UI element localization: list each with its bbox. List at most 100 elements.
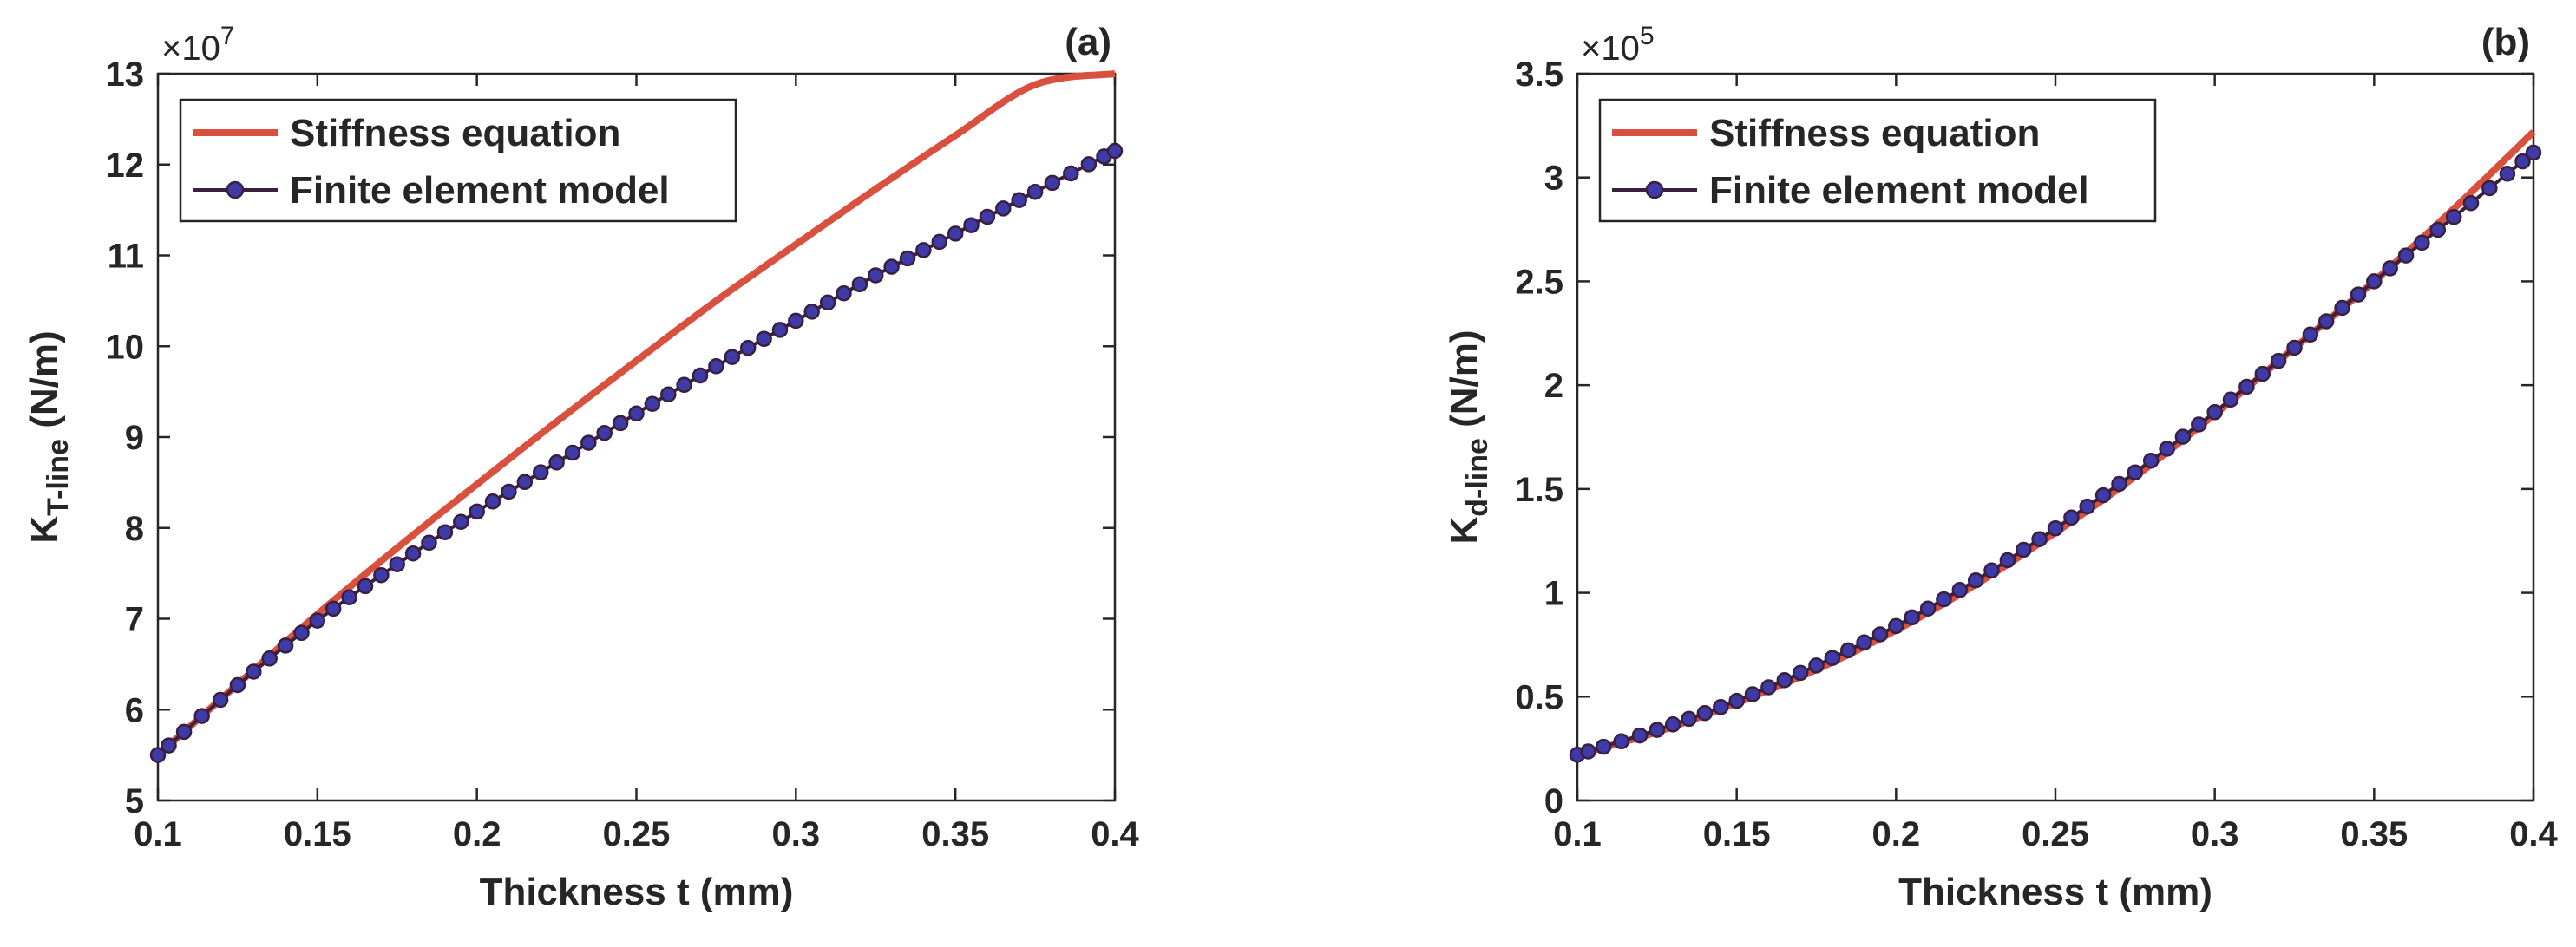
data-point	[851, 276, 868, 293]
y-tick-label: 12	[106, 147, 145, 185]
y-tick-label: 2	[1544, 367, 1563, 405]
data-point	[229, 676, 246, 694]
x-tick-label: 0.1	[134, 815, 182, 853]
data-point	[1664, 716, 1681, 733]
legend-entry-label: Finite element model	[1709, 169, 2089, 212]
data-point	[724, 349, 741, 365]
data-point	[1580, 743, 1596, 760]
data-point	[1681, 710, 1697, 728]
data-point	[788, 312, 804, 330]
x-axis-label: Thickness t (mm)	[480, 871, 794, 913]
data-point	[2079, 498, 2095, 515]
y-tick-label: 11	[108, 238, 144, 276]
y-exponent-label: ×107	[161, 22, 235, 68]
data-point	[1713, 699, 1729, 715]
data-point	[1951, 582, 1969, 598]
y-axis-label: Kd-line (N/m)	[1443, 330, 1494, 544]
data-point	[2350, 286, 2367, 303]
data-point	[1728, 692, 1745, 709]
data-point	[2366, 273, 2383, 290]
data-point	[1696, 704, 1714, 722]
data-point	[2222, 391, 2239, 408]
legend-swatch-marker	[226, 180, 245, 199]
y-exponent-power: 7	[220, 22, 235, 50]
data-point	[660, 386, 677, 402]
legend-entry-label: Stiffness equation	[290, 112, 620, 154]
data-point	[2286, 339, 2303, 356]
x-tick-label: 0.35	[2340, 815, 2408, 853]
data-point	[947, 225, 964, 242]
x-axis-label: Thickness t (mm)	[1898, 871, 2212, 913]
y-exponent-power: 5	[1640, 22, 1655, 50]
data-point	[293, 624, 310, 642]
data-point	[1792, 664, 1809, 682]
x-tick-label: 0.1	[1553, 815, 1602, 853]
legend: Stiffness equation Finite element model	[179, 98, 737, 223]
data-point	[277, 637, 294, 654]
data-point	[2525, 144, 2542, 161]
chart-panel-b: 0.1 0.15 0.2 0.25 0.3 0.35 0.4 0 0.5 1 1.5 2 2.5 3 3.5…	[1443, 21, 2559, 913]
legend-box	[179, 98, 737, 223]
data-point	[2270, 352, 2287, 369]
x-tick-label: 0.2	[1872, 815, 1921, 853]
data-point	[692, 367, 709, 384]
data-point	[739, 339, 757, 356]
data-point	[963, 217, 980, 233]
data-point	[2047, 520, 2064, 537]
panel-label: (b)	[2481, 21, 2530, 63]
data-point	[389, 556, 405, 572]
data-point	[404, 545, 422, 562]
y-tick-label: 3.5	[1515, 56, 1563, 94]
data-point	[2317, 313, 2335, 330]
data-point	[1824, 650, 1841, 666]
data-point	[931, 233, 948, 251]
data-point	[548, 454, 565, 471]
data-point	[708, 358, 724, 375]
data-point	[2445, 208, 2462, 225]
data-point	[2016, 541, 2032, 558]
data-point	[979, 208, 996, 225]
x-tick-label: 0.4	[1091, 815, 1139, 853]
data-point	[1936, 591, 1952, 608]
data-point	[1999, 552, 2016, 569]
y-axis-label-main: K	[23, 516, 66, 544]
y-axis-label-main: K	[1443, 517, 1485, 545]
data-point	[436, 524, 454, 540]
legend: Stiffness equation Finite element model	[1598, 98, 2157, 223]
data-point	[2206, 404, 2223, 421]
data-point	[341, 589, 357, 605]
data-point	[1856, 634, 1872, 651]
data-point	[532, 464, 549, 480]
data-point	[469, 503, 485, 520]
legend-box	[1598, 98, 2157, 223]
data-point	[756, 330, 772, 348]
panel-label: (a)	[1065, 21, 1111, 63]
data-point	[161, 737, 177, 754]
data-point	[453, 513, 469, 530]
data-point	[246, 663, 262, 680]
data-point	[2191, 416, 2207, 433]
y-exponent-base: ×10	[1581, 29, 1640, 68]
data-point	[803, 304, 820, 320]
data-point	[1919, 600, 1937, 617]
data-point	[2382, 260, 2398, 277]
data-point	[2514, 153, 2531, 170]
data-point	[309, 612, 326, 629]
x-tick-label: 0.2	[453, 815, 501, 853]
data-point	[357, 578, 374, 595]
x-tick-label: 0.3	[2191, 815, 2239, 853]
data-point	[193, 708, 210, 724]
data-point	[644, 395, 661, 412]
data-point	[1106, 142, 1124, 160]
x-tick-label: 0.15	[284, 815, 351, 853]
data-point	[2499, 166, 2516, 182]
data-point	[2159, 441, 2175, 457]
data-point	[1888, 617, 1904, 635]
data-point	[212, 691, 229, 709]
data-point	[771, 322, 789, 338]
data-point	[1983, 562, 2000, 579]
data-point	[819, 294, 836, 311]
data-point	[2397, 247, 2415, 264]
legend-swatch-marker	[1645, 180, 1664, 199]
